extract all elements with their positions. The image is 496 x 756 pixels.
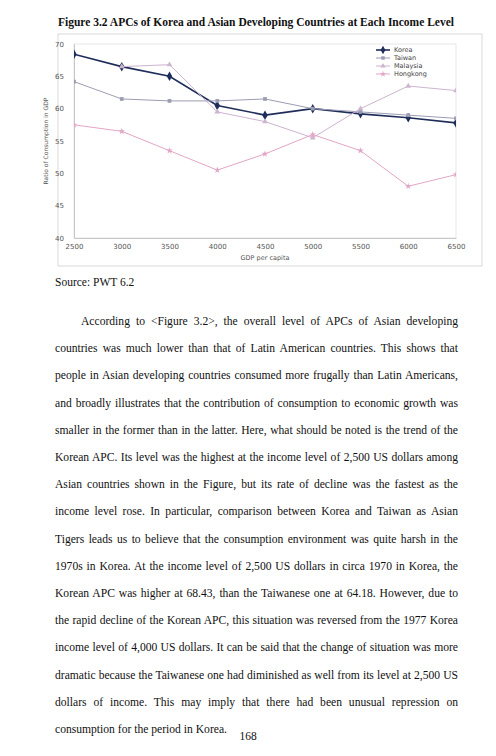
tick: 5000 [304,238,322,251]
series-marker [309,131,316,137]
tick-label: 55 [55,138,64,146]
series-marker [74,80,76,84]
tick: 3000 [113,238,131,251]
series-marker [311,107,315,111]
x-axis-title: GDP per capita [241,254,290,262]
tick-label: 40 [55,235,64,243]
tick-label: 60 [55,105,64,113]
legend-marker [380,71,386,77]
tick: 45 [55,202,74,210]
series-line [74,54,456,123]
tick: 40 [55,235,74,243]
tick: 50 [55,170,74,178]
series-marker [406,113,411,122]
figure-title: Figure 3.2 APCs of Korea and Asian Devel… [58,16,454,28]
series-marker [263,97,267,101]
tick: 2500 [66,238,84,251]
series-marker [74,121,77,127]
tick-label: 50 [55,170,64,178]
legend-label: Korea [394,46,412,54]
series-marker [359,110,363,114]
series-marker [453,171,456,177]
legend-marker [381,56,384,59]
tick-label: 5500 [352,243,370,251]
tick-label: 5000 [304,243,322,251]
plot-area [74,49,456,189]
legend-marker [381,46,386,54]
y-axis: 40 45 50 55 60 65 70 [55,41,74,243]
series-marker [120,97,124,101]
series-marker [357,147,364,153]
tick-label: 4000 [209,243,227,251]
series-marker [74,49,77,58]
tick: 4500 [257,238,275,251]
plot-frame [74,44,456,238]
series-marker [358,105,364,110]
x-axis: 2500 3000 3500 4000 4500 5000 5500 6000 6500 [66,238,466,251]
tick: 4000 [209,238,227,251]
tick-label: 4500 [257,243,275,251]
tick: 6500 [448,238,466,251]
tick-label: 65 [55,73,64,81]
tick: 6000 [400,238,418,251]
legend: KoreaTaiwanMalaysiaHongkong [376,46,427,78]
series-marker [406,113,410,117]
tick: 5500 [352,238,370,251]
tick-label: 6000 [400,243,418,251]
series-marker [166,147,173,153]
series-marker [168,99,172,103]
tick-label: 2500 [66,243,84,251]
series-marker [453,87,456,92]
series-marker [215,99,219,103]
series-marker [358,109,363,118]
series-marker [262,150,269,156]
legend-label: Hongkong [394,70,427,78]
legend-marker [380,63,385,68]
tick: 3500 [161,238,179,251]
axis-line [74,45,75,239]
legend-label: Malaysia [394,62,422,70]
tick: 65 [55,73,74,81]
tick-label: 3500 [161,243,179,251]
chart-box [58,34,482,266]
paragraph: According to <Figure 3.2>, the overall l… [55,308,458,743]
tick-label: 70 [55,41,64,49]
tick-label: 6500 [448,243,466,251]
tick-label: 45 [55,202,64,210]
page-number: 168 [0,730,496,742]
series-marker [167,61,173,66]
series-marker [262,118,268,123]
series-marker [454,116,456,120]
source: Source: PWT 6.2 [55,276,134,288]
axis-line [75,238,457,239]
tick: 55 [55,138,74,146]
tick: 70 [55,41,74,49]
series-marker [167,72,172,81]
series-marker [118,128,125,134]
series-marker [405,183,412,189]
series-line [122,65,456,138]
tick-label: 3000 [113,243,131,251]
tick: 60 [55,105,74,113]
legend-label: Taiwan [393,54,416,62]
series-marker [214,167,221,173]
series-line [74,82,456,119]
y-axis-title: Ratio of Consumption in GDP [42,97,50,184]
series-marker [119,63,125,68]
series-marker [214,109,220,114]
chart: 2500 3000 3500 4000 4500 5000 5500 6000 6500 40 45… [0,0,496,270]
series-marker [405,83,411,88]
series-line [74,125,456,186]
